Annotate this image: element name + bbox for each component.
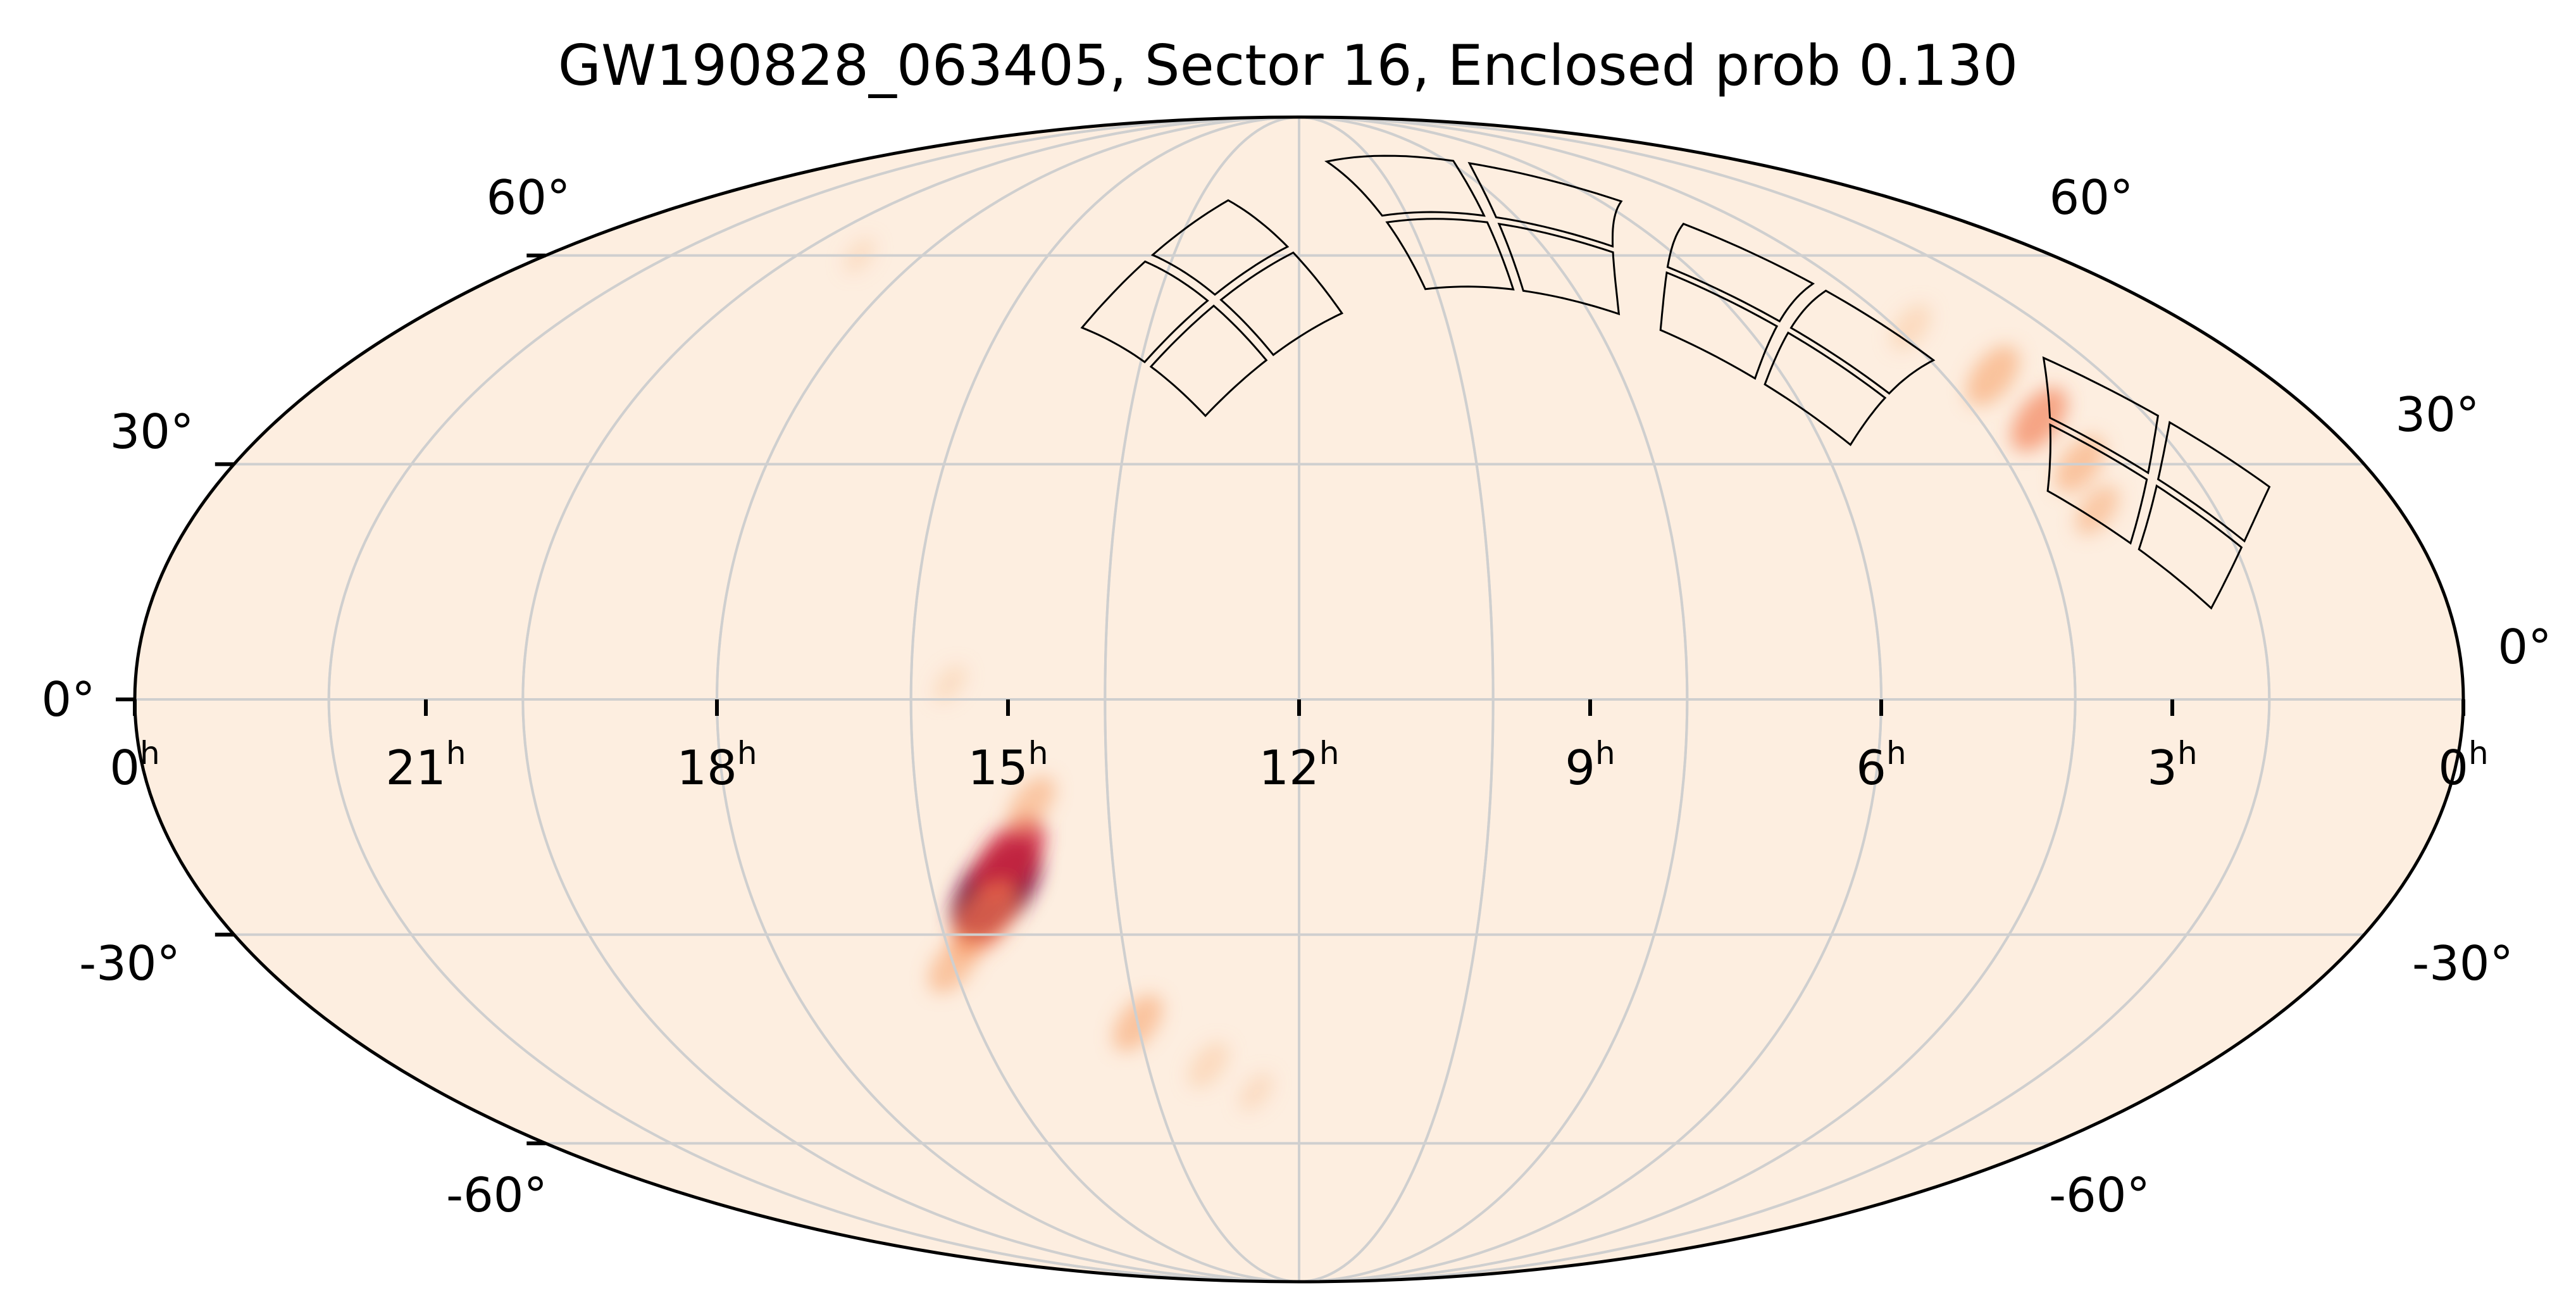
camera-4-ccd-4 (1080, 260, 1209, 363)
probability-region-7 (1188, 1041, 1229, 1089)
camera-4-ccd-1 (1219, 251, 1344, 356)
dec-tick-label: 0° (41, 672, 96, 727)
dec-tick-label: -30° (2412, 935, 2513, 991)
ra-tick-label: 9h (1565, 735, 1615, 796)
probability-region-14 (1890, 304, 1931, 351)
dec-tick-label: -60° (446, 1167, 547, 1223)
map-outline (133, 115, 2465, 1284)
dec-tick-label: 60° (2049, 170, 2134, 225)
ra-tick-label: 18h (676, 735, 757, 796)
probability-density (843, 237, 2120, 1112)
ra-tick-label: 21h (385, 735, 466, 796)
ra-gridline (1104, 117, 1495, 1282)
camera-4-ccd-3 (1149, 304, 1268, 418)
ra-tick-label: 3h (2147, 735, 2198, 796)
ra-tick-label: 0h (2438, 735, 2489, 796)
camera-2-ccd-4 (1666, 222, 1815, 323)
dec-tick-label: -30° (79, 935, 180, 991)
camera-3-ccd-3 (1385, 218, 1515, 291)
probability-region-13 (2075, 485, 2120, 535)
camera-1-ccd-1 (2137, 484, 2243, 610)
camera-1-ccd-4 (2042, 356, 2160, 475)
camera-2-ccd-2 (1789, 289, 1936, 395)
ra-tick-label: 12h (1259, 735, 1340, 796)
camera-3-ccd-1 (1497, 222, 1621, 316)
dec-tick-label: 60° (486, 170, 571, 225)
ra-tick-label: 0h (109, 735, 160, 796)
probability-region-8 (1238, 1072, 1274, 1112)
camera-2-ccd-3 (1659, 271, 1779, 380)
camera-1-ccd-2 (2156, 420, 2271, 543)
ra-gridline (327, 117, 2271, 1282)
chart-title: GW190828_063405, Sector 16, Enclosed pro… (557, 33, 2019, 98)
camera-4-ccd-2 (1150, 199, 1290, 296)
camera-2-ccd-1 (1764, 331, 1887, 446)
probability-region-2 (973, 817, 1046, 899)
ra-tick-label: 6h (1856, 735, 1907, 796)
ra-tick-label: 15h (968, 735, 1048, 796)
camera-3-ccd-2 (1467, 161, 1623, 248)
tess-sector-footprint (1080, 154, 2271, 610)
dec-tick-label: 0° (2498, 619, 2552, 675)
probability-region-9 (933, 664, 967, 703)
probability-region-10 (1966, 346, 2020, 406)
dec-tick-label: -60° (2049, 1167, 2150, 1223)
camera-3-ccd-4 (1324, 154, 1486, 217)
ra-gridline (521, 117, 2077, 1282)
dec-tick-label: 30° (2395, 387, 2480, 442)
probability-region-5 (1008, 776, 1055, 830)
camera-1-ccd-3 (2046, 423, 2148, 545)
ra-gridline (909, 117, 1689, 1282)
dec-tick-label: 30° (109, 404, 194, 460)
probability-region-11 (2011, 387, 2068, 452)
